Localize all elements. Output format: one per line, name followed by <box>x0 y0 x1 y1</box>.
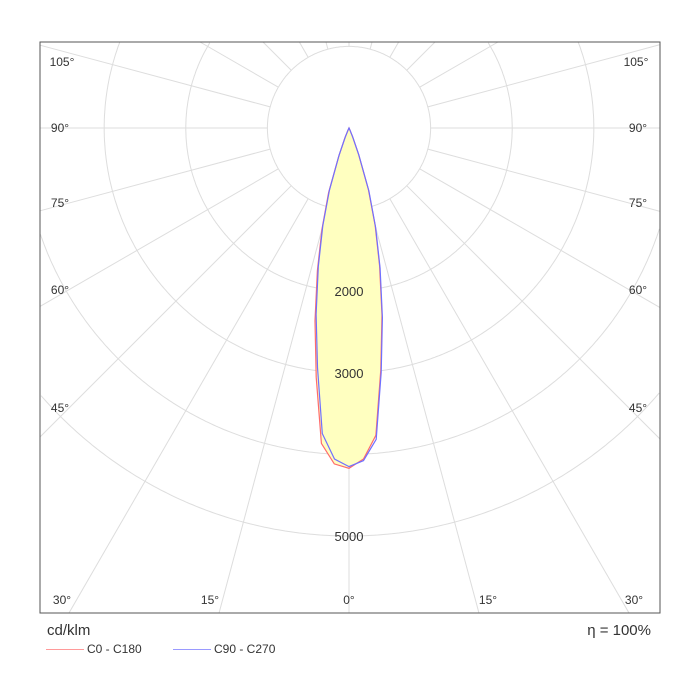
grid-spoke <box>39 185 292 438</box>
axis-labels: 2000 3000 5000 105° 90° 75° 60° 45° 30° 15° 0° 15° 3… <box>50 55 649 607</box>
angle-label: 60° <box>51 283 69 297</box>
grid-ring <box>185 42 513 292</box>
grid-spoke <box>427 148 661 212</box>
angle-label: 45° <box>51 401 69 415</box>
angle-label: 90° <box>51 121 69 135</box>
legend-swatch-red <box>46 648 84 650</box>
grid-spoke <box>218 206 329 614</box>
angle-label: 30° <box>625 593 643 607</box>
angle-label: 75° <box>51 196 69 210</box>
legend-label: C0 - C180 <box>87 642 142 656</box>
grid-spoke <box>39 44 271 108</box>
grid-spoke <box>262 41 292 71</box>
efficiency-label: η = 100% <box>587 622 651 639</box>
grid <box>39 41 661 614</box>
angle-label: 30° <box>53 593 71 607</box>
grid-spoke <box>406 41 436 71</box>
legend-item-c0-c180: C0 - C180 <box>46 642 142 656</box>
angle-label: 105° <box>50 55 75 69</box>
grid-spoke <box>39 168 279 307</box>
legend-item-c90-c270: C90 - C270 <box>173 642 275 656</box>
radial-tick-label: 3000 <box>335 366 364 381</box>
grid-spoke <box>419 41 499 88</box>
grid-spoke <box>68 198 309 614</box>
grid-spoke <box>199 41 279 88</box>
curves <box>314 126 384 469</box>
grid-spoke <box>369 206 480 614</box>
angle-label: 105° <box>624 55 649 69</box>
radial-tick-label: 5000 <box>335 529 364 544</box>
series-curve-c90-c270 <box>315 126 384 468</box>
grid-ring <box>103 42 595 374</box>
angle-label: 75° <box>629 196 647 210</box>
grid-spoke <box>369 41 373 50</box>
legend-label: C90 - C270 <box>214 642 276 656</box>
angle-label: 60° <box>629 283 647 297</box>
grid-spoke <box>419 168 661 308</box>
angle-label: 0° <box>343 593 355 607</box>
angle-label: 15° <box>201 593 219 607</box>
grid-spoke <box>389 198 630 614</box>
grid-spoke <box>325 41 329 50</box>
angle-label: 15° <box>479 593 497 607</box>
beam-fill <box>315 128 382 469</box>
angle-label: 45° <box>629 401 647 415</box>
angle-label: 90° <box>629 121 647 135</box>
grid-spoke <box>39 148 271 212</box>
grid-spoke <box>389 41 400 58</box>
legend-swatch-blue <box>173 648 211 650</box>
radial-tick-label: 2000 <box>335 284 364 299</box>
grid-spoke <box>406 185 661 440</box>
grid-ring <box>40 392 660 537</box>
plot-frame <box>39 41 661 614</box>
unit-label: cd/klm <box>47 622 91 639</box>
grid-spoke <box>298 41 309 58</box>
grid-spoke <box>427 44 661 108</box>
